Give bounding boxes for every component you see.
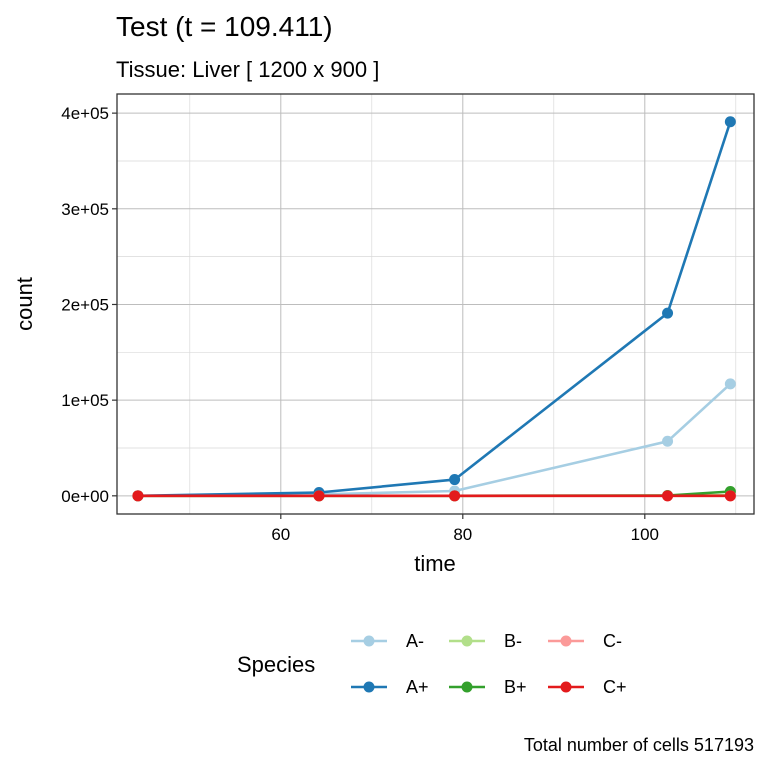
legend-key-point: [461, 635, 473, 647]
legend-item: C+: [548, 677, 627, 697]
x-tick-label: 100: [631, 525, 659, 544]
legend-title: Species: [237, 652, 315, 677]
legend-label: C-: [603, 631, 622, 651]
plot-area: [116, 93, 755, 515]
legend-key-point: [560, 635, 572, 647]
series-layer: [132, 116, 736, 502]
legend-label: A-: [406, 631, 424, 651]
data-point: [449, 490, 461, 502]
y-tick-label: 0e+00: [61, 487, 109, 506]
data-point: [132, 490, 144, 502]
x-tick-label: 80: [453, 525, 472, 544]
data-point: [724, 490, 736, 502]
legend: Species A- A+ B- B+ C- C+: [237, 631, 627, 697]
data-point: [662, 307, 674, 319]
chart-caption: Total number of cells 517193: [524, 735, 754, 755]
x-tick-label: 60: [271, 525, 290, 544]
legend-item: C-: [548, 631, 622, 651]
data-point: [449, 474, 461, 486]
y-axis-label: count: [12, 277, 37, 331]
legend-item: A-: [351, 631, 424, 651]
legend-label: B-: [504, 631, 522, 651]
chart-subtitle: Tissue: Liver [ 1200 x 900 ]: [116, 57, 379, 82]
chart-title: Test (t = 109.411): [116, 11, 333, 42]
y-tick-label: 3e+05: [61, 200, 109, 219]
y-tick-label: 4e+05: [61, 104, 109, 123]
y-tick-label: 1e+05: [61, 391, 109, 410]
legend-key-point: [363, 681, 375, 693]
legend-item: B+: [449, 677, 527, 697]
y-tick-label: 2e+05: [61, 295, 109, 314]
series-C+: [132, 490, 736, 502]
data-point: [662, 435, 674, 447]
y-axis: 0e+00 1e+05 2e+05 3e+05 4e+05: [61, 104, 117, 506]
x-axis: 60 80 100: [271, 514, 659, 544]
data-point: [724, 378, 736, 390]
data-point: [313, 490, 325, 502]
legend-label: B+: [504, 677, 527, 697]
data-point: [662, 490, 674, 502]
legend-key-point: [461, 681, 473, 693]
legend-key-point: [363, 635, 375, 647]
legend-label: A+: [406, 677, 429, 697]
legend-key-point: [560, 681, 572, 693]
legend-label: C+: [603, 677, 627, 697]
x-axis-label: time: [414, 551, 456, 576]
data-point: [724, 116, 736, 128]
legend-item: A+: [351, 677, 429, 697]
legend-item: B-: [449, 631, 522, 651]
